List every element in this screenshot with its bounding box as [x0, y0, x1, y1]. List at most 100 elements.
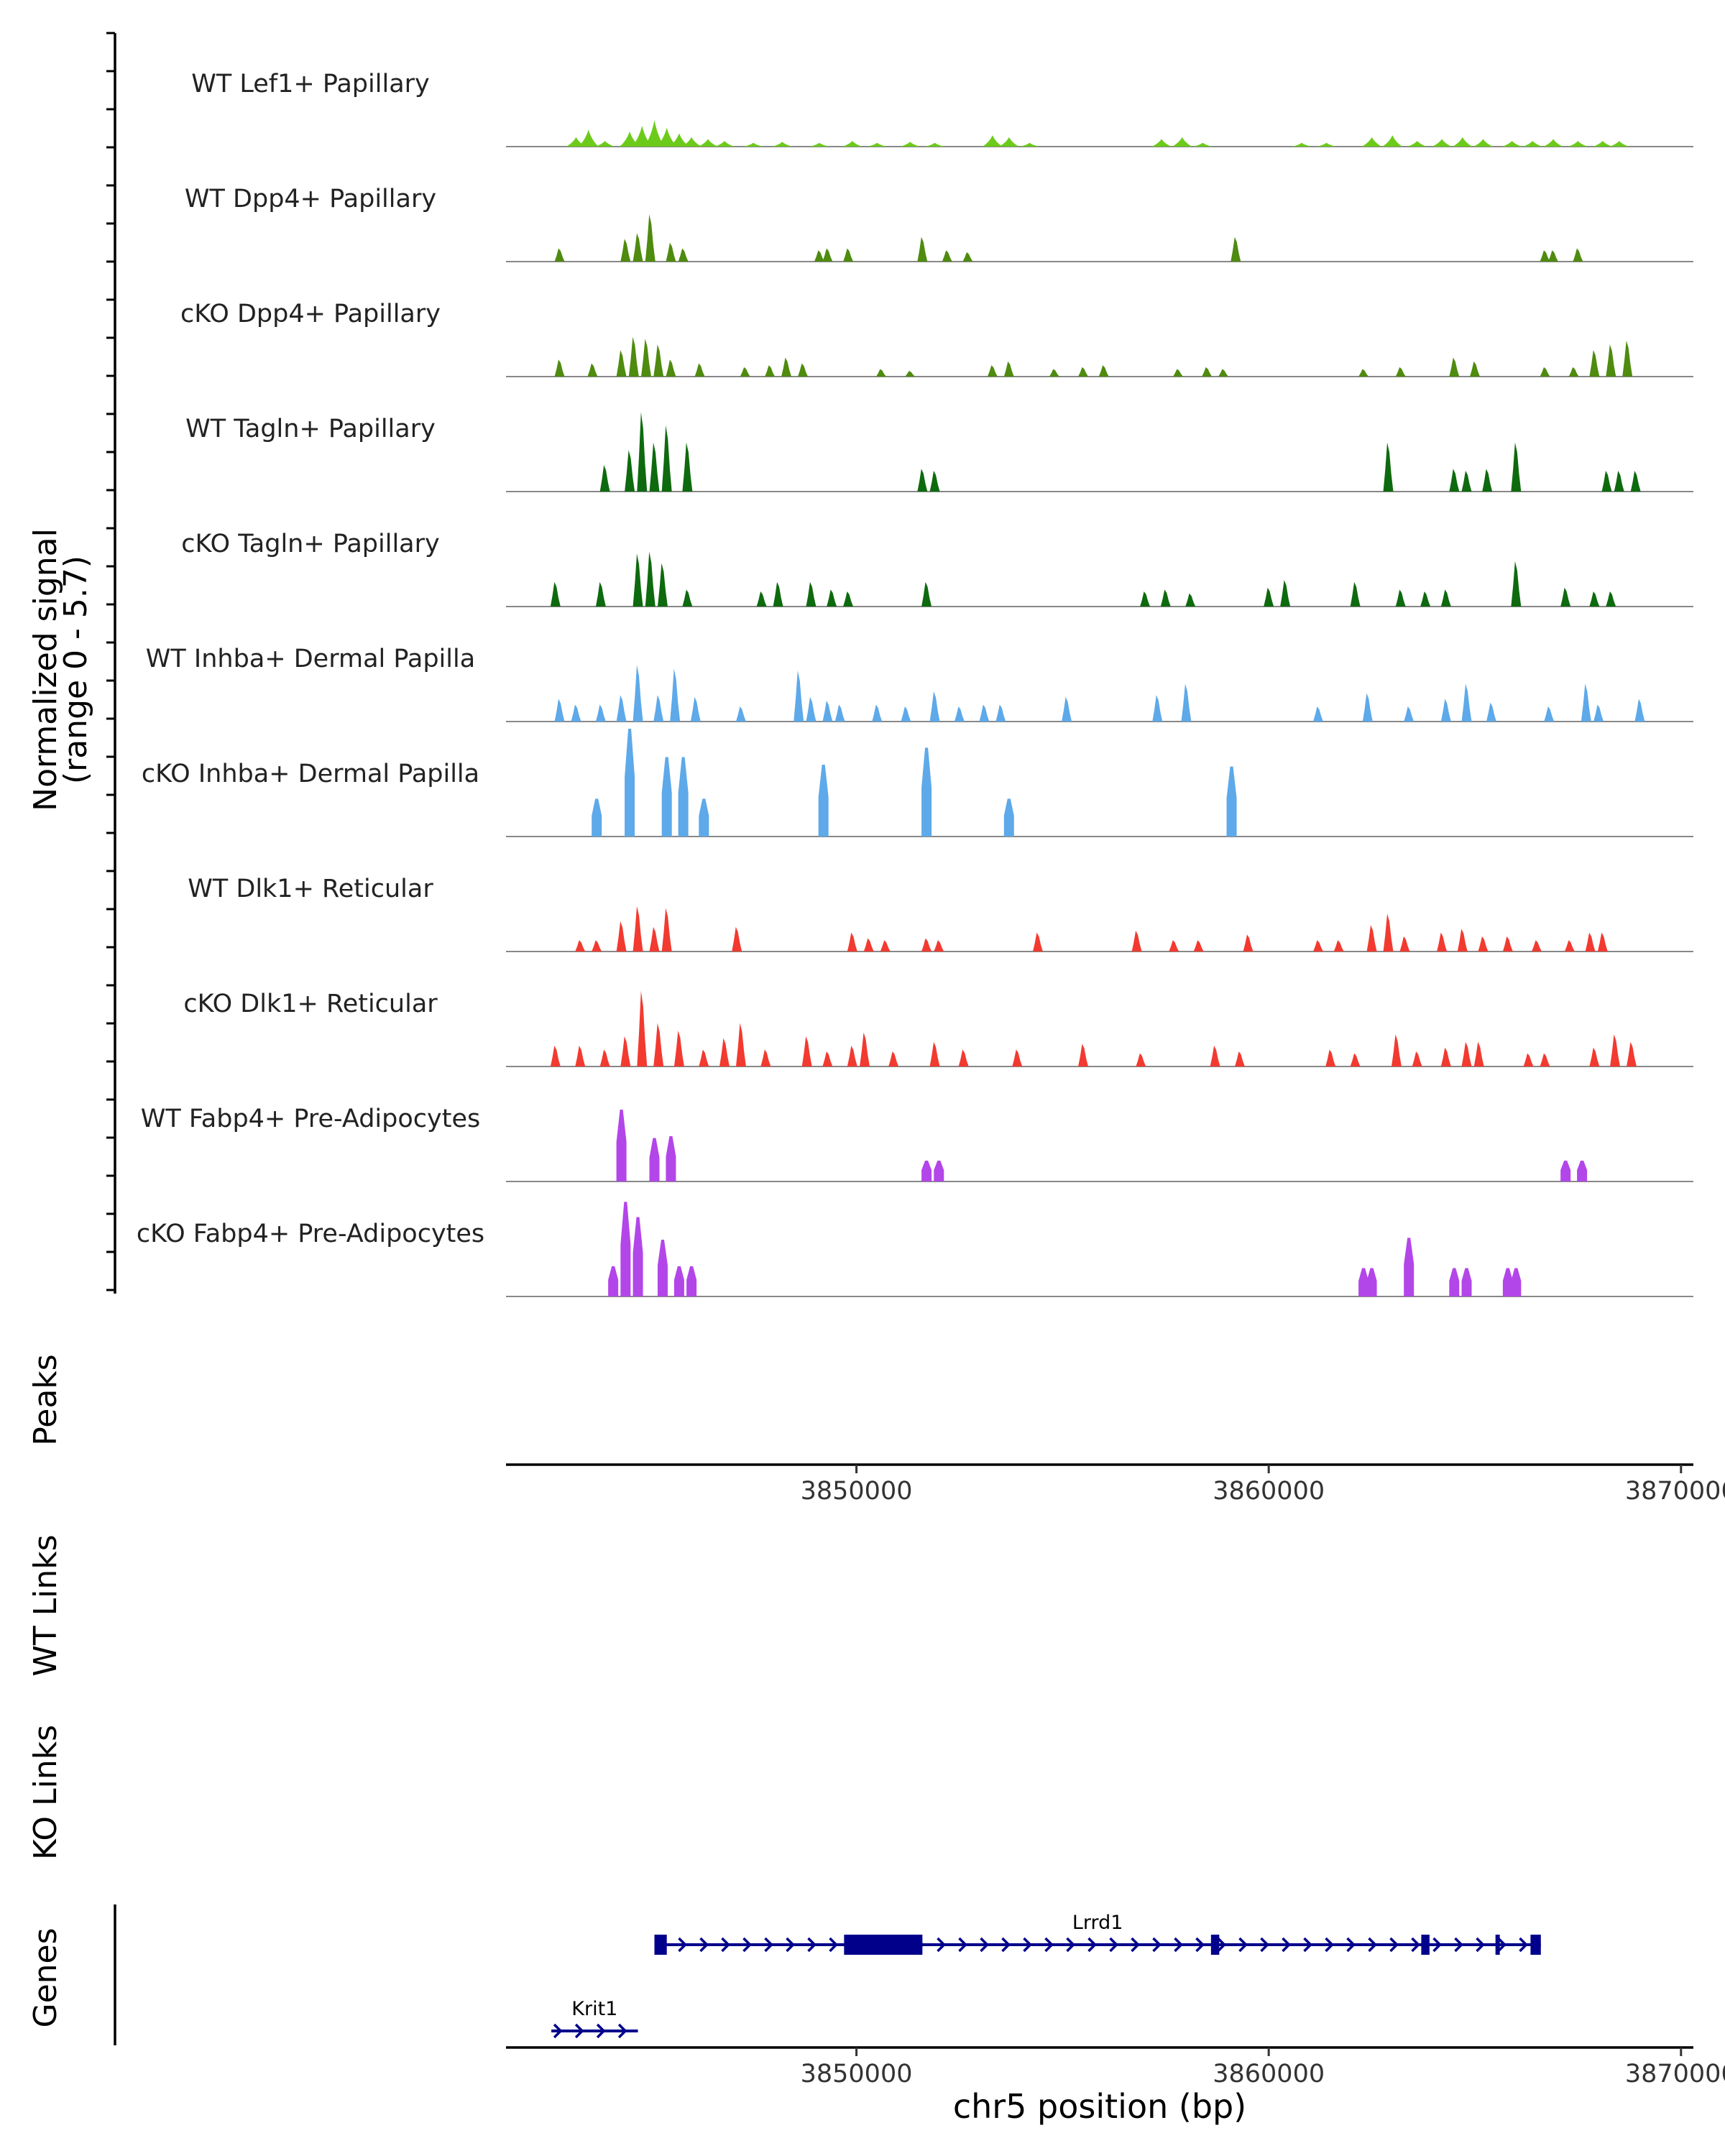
strand-arrow: [786, 1937, 795, 1953]
coverage-peak: [1502, 936, 1513, 952]
coverage-peak: [732, 926, 742, 952]
coverage-peak: [637, 412, 648, 492]
coverage-peak: [962, 252, 973, 262]
coverage-peak: [1404, 1238, 1414, 1296]
coverage-peak: [554, 699, 565, 722]
coverage-peak: [616, 695, 627, 722]
coverage-peak: [1350, 581, 1361, 607]
coverage-peak: [924, 142, 945, 147]
coverage-peak: [1461, 1041, 1472, 1067]
coverage-peak: [1185, 593, 1196, 607]
coverage-peak: [550, 1046, 561, 1067]
coverage-peak: [1172, 369, 1183, 377]
coverage-peak: [743, 142, 764, 147]
coverage-peak: [982, 135, 1003, 147]
strand-arrow: [574, 2023, 584, 2039]
coverage-peak: [1440, 589, 1451, 607]
coverage-peak: [1452, 137, 1473, 147]
coverage-peak: [719, 1038, 730, 1067]
coverage-peak: [814, 250, 824, 262]
coverage-peak: [860, 1032, 870, 1067]
strand-arrow: [1368, 1937, 1377, 1953]
coverage-peak: [668, 133, 689, 147]
coverage-peak: [1313, 940, 1324, 952]
coverage-peak: [592, 940, 602, 952]
coverage-peak: [1333, 940, 1344, 952]
coverage-peak: [1078, 367, 1089, 377]
coverage-peak: [1469, 361, 1480, 377]
track-label: WT Tagln+ Papillary: [185, 415, 436, 443]
coverage-peak: [550, 581, 561, 607]
coverage-peak: [575, 940, 586, 952]
track-label: cKO Inhba+ Dermal Papilla: [142, 760, 479, 788]
coverage-peak: [1078, 1044, 1089, 1067]
coverage-peak: [632, 665, 643, 722]
track-label: cKO Tagln+ Papillary: [181, 530, 440, 558]
gene-exon: [1421, 1935, 1430, 1955]
coverage-peak: [625, 450, 635, 492]
coverage-peak: [1449, 1268, 1460, 1296]
coverage-peak: [649, 926, 660, 952]
coverage-peak: [1540, 250, 1550, 262]
coverage-peak: [929, 471, 940, 492]
peaks-panel-label: Peaks: [27, 1354, 64, 1445]
coverage-peak: [998, 137, 1019, 147]
coverage-peak: [1243, 934, 1254, 952]
coverage-peak: [875, 369, 886, 377]
coverage-peak: [1564, 940, 1575, 952]
coverage-peak: [1361, 137, 1382, 147]
coverage-peak: [686, 1266, 697, 1296]
strand-arrow: [1109, 1937, 1118, 1953]
y-axis-label-line2: (range 0 - 5.7): [58, 556, 94, 784]
coverage-peak: [806, 581, 816, 607]
coverage-peak: [735, 706, 746, 722]
strand-arrow: [1454, 1937, 1463, 1953]
gene-exon: [1210, 1935, 1220, 1955]
coverage-peak: [1160, 589, 1171, 607]
coverage-peak: [1292, 142, 1312, 147]
coverage-peak: [666, 359, 676, 377]
coverage-peak: [781, 357, 792, 377]
coverage-peak: [735, 1023, 746, 1067]
coverage-peak: [1032, 932, 1043, 952]
coverage-peak: [834, 704, 845, 722]
strand-arrow: [1195, 1937, 1205, 1953]
coverage-peak: [1568, 367, 1579, 377]
coverage-peak: [1544, 706, 1555, 722]
coverage-peak: [1098, 365, 1109, 377]
coverage-peak: [1461, 1268, 1472, 1296]
coverage-peak: [1152, 695, 1163, 722]
coverage-peak: [1264, 587, 1274, 607]
coverage-peak: [827, 589, 837, 607]
coverage-peak: [1523, 1053, 1534, 1067]
coverage-peak: [843, 248, 854, 262]
gene-exon: [654, 1935, 667, 1955]
x-tick-label: 3870000: [1625, 2060, 1725, 2088]
coverage-peak: [1501, 141, 1522, 147]
coverage-peak: [756, 591, 767, 607]
gene-exon: [1530, 1935, 1541, 1955]
ko-links-panel-label: KO Links: [27, 1725, 64, 1860]
coverage-peak: [632, 126, 653, 147]
coverage-peak: [880, 940, 891, 952]
strand-arrow: [553, 2023, 563, 2039]
coverage-peak: [620, 1202, 631, 1296]
track-4: cKO Tagln+ Papillary: [181, 530, 1693, 607]
coverage-peak: [929, 1041, 940, 1067]
gene-label: Krit1: [571, 1998, 617, 2020]
track-label: cKO Fabp4+ Pre-Adipocytes: [137, 1220, 484, 1248]
strand-arrow: [937, 1937, 946, 1953]
coverage-peak: [1366, 925, 1377, 952]
coverage-peak: [822, 701, 833, 722]
coverage-peak: [1362, 693, 1373, 722]
coverage-peak: [773, 581, 783, 607]
coverage-peak: [616, 350, 627, 377]
coverage-peak: [1589, 350, 1600, 377]
x-tick-label: 3850000: [801, 1477, 913, 1506]
coverage-peak: [1358, 1268, 1369, 1296]
gene-exon: [844, 1935, 923, 1955]
coverage-peak: [1589, 1047, 1600, 1067]
x-tick-label: 3860000: [1213, 2060, 1325, 2088]
coverage-peak: [670, 668, 681, 722]
